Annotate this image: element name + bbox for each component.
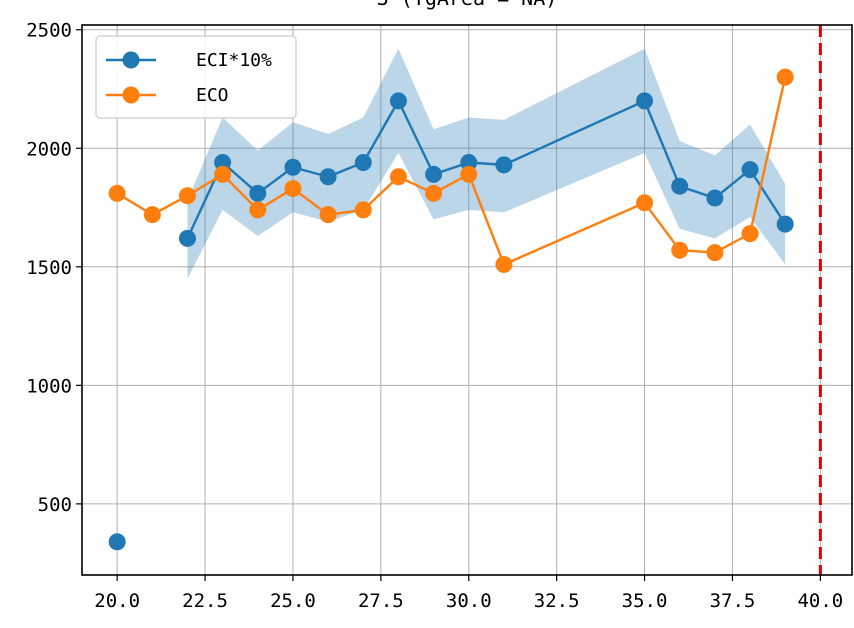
- data-point: [742, 161, 759, 178]
- data-point: [249, 201, 266, 218]
- data-point: [214, 166, 231, 183]
- data-point: [742, 225, 759, 242]
- data-point: [495, 156, 512, 173]
- legend-marker: [123, 87, 140, 104]
- data-point: [706, 190, 723, 207]
- y-tick-label: 500: [38, 494, 72, 516]
- data-point: [109, 533, 126, 550]
- y-tick-label: 1000: [26, 375, 72, 397]
- data-point: [671, 178, 688, 195]
- legend: ECI*10% ECO: [96, 36, 296, 118]
- legend-label: ECI*10%: [196, 50, 272, 71]
- data-point: [636, 92, 653, 109]
- chart-title: 3 (TgArea = NA): [377, 0, 558, 10]
- data-point: [777, 216, 794, 233]
- y-tick-label: 2000: [26, 138, 72, 160]
- x-tick-label: 25.0: [270, 590, 316, 612]
- data-point: [495, 256, 512, 273]
- data-point: [144, 206, 161, 223]
- data-point: [355, 154, 372, 171]
- y-tick-label: 1500: [26, 257, 72, 279]
- x-tick-label: 35.0: [622, 590, 668, 612]
- data-point: [249, 185, 266, 202]
- data-point: [284, 159, 301, 176]
- data-point: [671, 242, 688, 259]
- data-point: [284, 180, 301, 197]
- legend-marker: [123, 52, 140, 69]
- data-point: [706, 244, 723, 261]
- data-point: [425, 166, 442, 183]
- x-tick-label: 37.5: [710, 590, 756, 612]
- data-point: [179, 230, 196, 247]
- data-point: [320, 206, 337, 223]
- data-point: [390, 92, 407, 109]
- data-point: [777, 69, 794, 86]
- data-point: [320, 168, 337, 185]
- x-tick-label: 20.0: [94, 590, 140, 612]
- data-point: [425, 185, 442, 202]
- data-point: [636, 194, 653, 211]
- data-point: [179, 187, 196, 204]
- x-tick-label: 30.0: [446, 590, 492, 612]
- x-tick-label: 27.5: [358, 590, 404, 612]
- x-tick-label: 22.5: [182, 590, 228, 612]
- data-point: [109, 185, 126, 202]
- data-point: [460, 166, 477, 183]
- x-tick-label: 40.0: [797, 590, 843, 612]
- y-tick-label: 2500: [26, 20, 72, 42]
- data-point: [355, 201, 372, 218]
- x-tick-label: 32.5: [534, 590, 580, 612]
- legend-label: ECO: [196, 85, 229, 106]
- data-point: [390, 168, 407, 185]
